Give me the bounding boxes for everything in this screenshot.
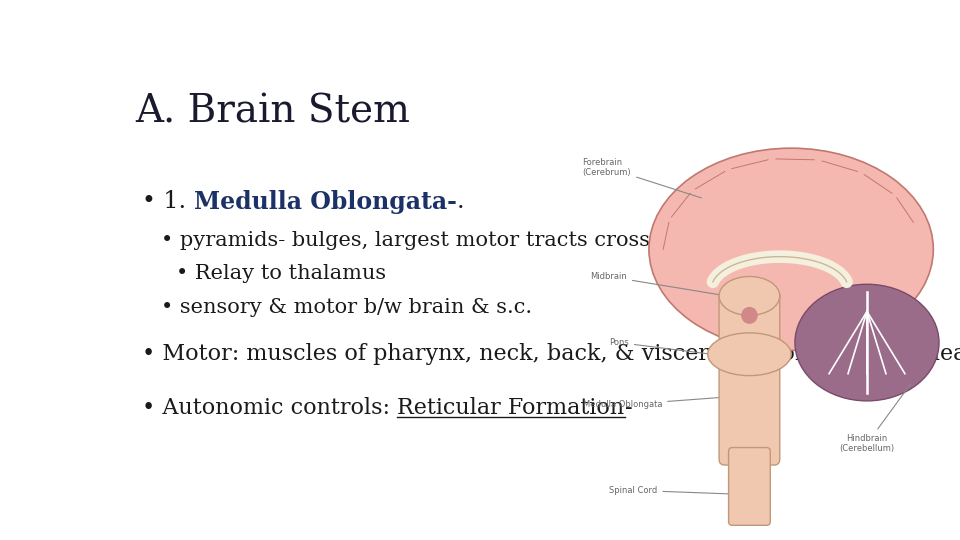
Text: • pyramids- bulges, largest motor tracts cross over: • pyramids- bulges, largest motor tracts…: [161, 231, 704, 250]
Text: .: .: [457, 190, 465, 213]
Text: • Relay to thalamus: • Relay to thalamus: [176, 265, 386, 284]
Text: Medulla Oblongata: Medulla Oblongata: [583, 397, 724, 409]
Text: Spinal Cord: Spinal Cord: [609, 486, 735, 495]
Text: Medulla Oblongata-: Medulla Oblongata-: [194, 190, 457, 213]
Ellipse shape: [649, 148, 933, 350]
Ellipse shape: [795, 284, 939, 401]
Text: Pons: Pons: [609, 338, 708, 354]
FancyBboxPatch shape: [719, 290, 780, 465]
Text: • sensory & motor b/w brain & s.c.: • sensory & motor b/w brain & s.c.: [161, 298, 532, 316]
Text: -: -: [625, 397, 633, 420]
Text: Midbrain: Midbrain: [590, 272, 724, 295]
Ellipse shape: [719, 276, 780, 315]
Text: A. Brain Stem: A. Brain Stem: [134, 94, 410, 131]
Text: Reticular Formation: Reticular Formation: [397, 397, 625, 420]
FancyBboxPatch shape: [729, 448, 770, 525]
Circle shape: [742, 308, 757, 323]
Text: • Motor: muscles of pharynx, neck, back, & viscera of thoracic/peritoneal cavity: • Motor: muscles of pharynx, neck, back,…: [142, 343, 960, 366]
Text: Forebrain
(Cerebrum): Forebrain (Cerebrum): [583, 158, 701, 198]
Text: Hindbrain
(Cerebellum): Hindbrain (Cerebellum): [839, 384, 911, 454]
Ellipse shape: [708, 333, 791, 376]
Text: • 1.: • 1.: [142, 190, 194, 213]
Text: • Autonomic controls:: • Autonomic controls:: [142, 397, 397, 420]
